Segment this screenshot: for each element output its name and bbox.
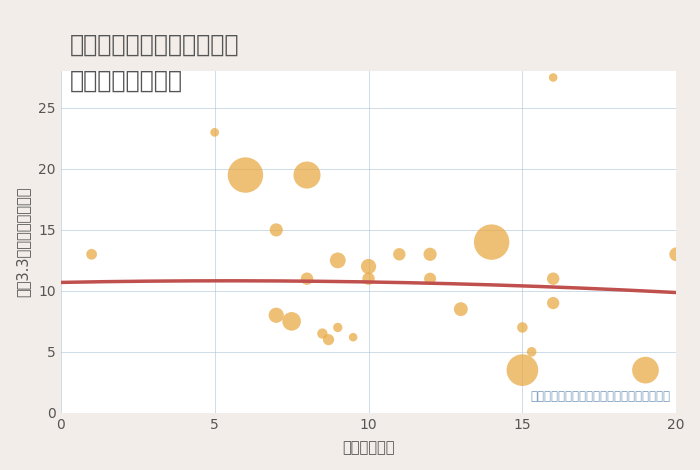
Point bbox=[455, 306, 466, 313]
Point bbox=[363, 263, 374, 270]
X-axis label: 駅距離（分）: 駅距離（分） bbox=[342, 440, 395, 455]
Text: 岐阜県本巣郡北方町清水の
駅距離別土地価格: 岐阜県本巣郡北方町清水の 駅距離別土地価格 bbox=[70, 33, 239, 92]
Point bbox=[393, 251, 405, 258]
Point bbox=[302, 275, 313, 282]
Point bbox=[547, 299, 559, 307]
Point bbox=[86, 251, 97, 258]
Point bbox=[424, 275, 435, 282]
Point bbox=[547, 74, 559, 81]
Point bbox=[271, 312, 282, 319]
Point bbox=[363, 275, 374, 282]
Point bbox=[671, 251, 682, 258]
Point bbox=[517, 367, 528, 374]
Point bbox=[271, 226, 282, 234]
Point bbox=[640, 367, 651, 374]
Point bbox=[209, 129, 220, 136]
Point bbox=[240, 171, 251, 179]
Point bbox=[517, 324, 528, 331]
Point bbox=[332, 324, 344, 331]
Point bbox=[332, 257, 344, 264]
Point bbox=[526, 348, 537, 356]
Point bbox=[347, 333, 358, 341]
Point bbox=[317, 330, 328, 337]
Point bbox=[286, 318, 297, 325]
Text: 円の大きさは、取引のあった物件面積を示す: 円の大きさは、取引のあった物件面積を示す bbox=[530, 390, 670, 403]
Y-axis label: 坪（3.3㎡）単価（万円）: 坪（3.3㎡）単価（万円） bbox=[15, 187, 30, 298]
Point bbox=[486, 238, 497, 246]
Point bbox=[424, 251, 435, 258]
Point bbox=[323, 336, 334, 344]
Point bbox=[547, 275, 559, 282]
Point bbox=[302, 171, 313, 179]
